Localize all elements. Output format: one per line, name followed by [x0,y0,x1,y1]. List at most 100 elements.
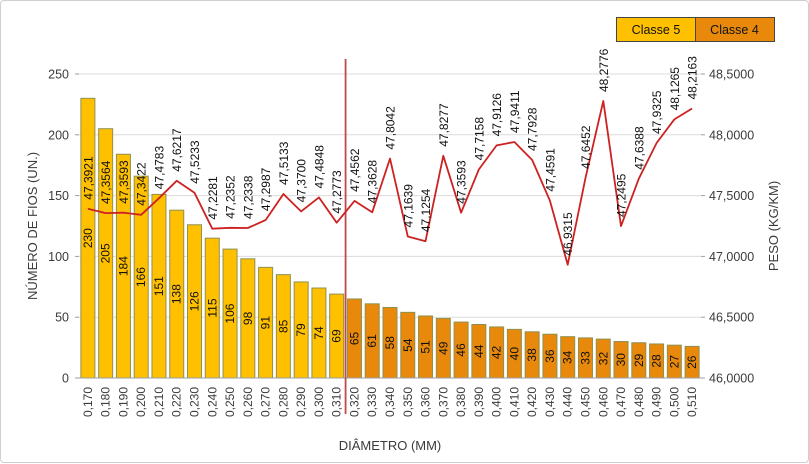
line-value-label: 48,2163 [686,56,700,100]
left-axis-tick-label: 50 [55,311,69,325]
bar-value-label: 126 [188,291,202,311]
bar-value-label: 32 [596,352,610,366]
category-tick-label: 0,270 [259,387,273,417]
category-tick-label: 0,410 [507,387,521,417]
legend-label-classe-4: Classe 4 [710,22,759,37]
weight-line [87,100,693,266]
bar-value-label: 98 [241,311,255,325]
legend-label-classe-5: Classe 5 [631,22,681,37]
category-tick-label: 0,170 [81,387,95,417]
line-value-label: 47,7158 [472,117,486,161]
right-axis-tick-label: 47,0000 [709,250,754,264]
right-axis-tick-label: 48,5000 [709,68,754,82]
category-tick-label: 0,430 [543,387,557,417]
category-tick-label: 0,240 [205,387,219,417]
legend-item-classe-5: Classe 5 [616,17,696,42]
category-tick-label: 0,350 [401,387,415,417]
bar-value-label: 46 [454,343,468,357]
bar-value-label: 91 [259,316,273,330]
line-value-label: 47,3700 [295,159,309,203]
line-value-label: 47,2352 [224,175,238,219]
category-tick-label: 0,390 [472,387,486,417]
chart-legend: Classe 5 Classe 4 [616,17,775,42]
category-tick-label: 0,330 [365,387,379,417]
line-value-label: 47,6388 [632,126,646,170]
bar-value-label: 79 [294,323,308,337]
bar-value-label: 205 [99,243,113,263]
category-tick-label: 0,190 [116,387,130,417]
category-tick-label: 0,340 [383,387,397,417]
bar-value-label: 29 [632,353,646,367]
category-tick-label: 0,220 [170,387,184,417]
line-value-label: 47,9411 [508,90,522,133]
category-tick-label: 0,440 [561,387,575,417]
bar-value-label: 38 [525,348,539,362]
bar-value-label: 115 [205,298,219,317]
left-axis-tick-label: 150 [48,189,69,203]
category-tick-label: 0,450 [578,387,592,417]
bar-value-label: 65 [347,331,361,345]
category-tick-label: 0,480 [632,387,646,417]
right-axis-title: PESO (KG/KM) [766,181,781,271]
line-value-label: 47,3628 [366,160,380,204]
left-axis-tick-label: 200 [48,128,69,142]
bar-value-label: 58 [383,336,397,350]
bar-value-label: 184 [116,256,130,276]
category-tick-label: 0,460 [596,387,610,417]
line-value-label: 46,9315 [561,212,575,256]
category-tick-label: 0,310 [330,387,344,417]
bar-value-label: 26 [685,355,699,369]
bar-value-label: 36 [543,349,557,363]
line-value-label: 47,2281 [206,176,220,220]
bar-value-label: 166 [134,267,148,287]
category-tick-label: 0,320 [347,387,361,417]
line-value-label: 47,8277 [437,103,451,147]
bar-value-label: 106 [223,303,237,323]
bar-value-label: 40 [507,347,521,361]
bar-value-label: 34 [561,350,575,364]
category-tick-label: 0,360 [419,387,433,417]
line-value-label: 47,9126 [490,93,504,137]
left-axis-title: NÚMERO DE FIOS (UN.) [25,152,40,300]
line-value-label: 47,1254 [419,188,433,232]
right-axis-tick-label: 47,5000 [709,189,754,203]
category-tick-label: 0,420 [525,387,539,417]
category-tick-label: 0,250 [223,387,237,417]
bar-value-label: 69 [330,329,344,343]
line-value-label: 47,3593 [455,160,469,204]
bar-value-label: 27 [667,355,681,369]
bar-value-label: 33 [578,351,592,365]
line-value-label: 47,4591 [543,148,557,192]
bar-value-label: 61 [365,334,379,348]
left-axis-tick-label: 0 [62,372,69,386]
right-axis-tick-label: 46,5000 [709,311,754,325]
bar-value-label: 138 [170,284,184,304]
category-tick-label: 0,500 [667,387,681,417]
line-value-label: 47,8042 [384,106,398,150]
category-tick-label: 0,380 [454,387,468,417]
line-value-label: 47,1639 [401,184,415,228]
line-value-label: 47,2495 [615,173,629,217]
line-value-label: 47,4848 [312,145,326,189]
line-value-label: 47,2773 [330,170,344,214]
legend-item-classe-4: Classe 4 [694,17,775,42]
line-value-label: 47,9325 [650,90,664,134]
category-tick-label: 0,370 [436,387,450,417]
bar-value-label: 74 [312,326,326,340]
line-value-label: 48,1265 [668,67,682,111]
line-value-label: 48,2776 [597,48,611,92]
bar-value-label: 49 [436,341,450,355]
bar-value-label: 230 [81,228,95,248]
category-tick-label: 0,210 [152,387,166,417]
bar-value-label: 85 [276,319,290,333]
line-value-label: 47,6217 [170,128,184,172]
bar-value-label: 44 [472,344,486,358]
category-tick-label: 0,180 [99,387,113,417]
category-tick-label: 0,300 [312,387,326,417]
bar-value-label: 51 [419,340,433,354]
left-axis-tick-label: 250 [48,68,69,82]
bar-value-label: 42 [490,345,504,359]
line-value-label: 47,5133 [277,141,291,185]
